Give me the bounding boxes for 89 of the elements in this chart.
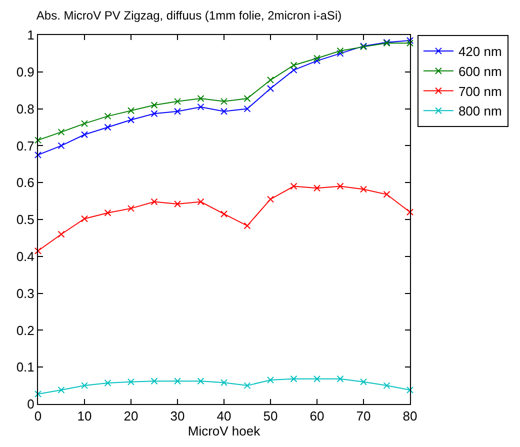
x-tick-label: 80 — [402, 408, 418, 424]
point — [290, 375, 298, 382]
point — [197, 94, 204, 102]
x-tick-label: 60 — [310, 408, 324, 424]
x-tick-label: 40 — [216, 408, 232, 424]
point — [314, 375, 320, 382]
point — [81, 120, 88, 128]
point — [128, 116, 134, 124]
y-tick-label: 0.4 — [16, 248, 34, 264]
point — [314, 184, 320, 192]
chart-title: Abs. MicroV PV Zigzag, diffuus (1mm folie, 2micron i-aSi) — [36, 8, 342, 23]
legend-label: 700 nm — [458, 84, 502, 99]
x-tick-label: 30 — [170, 408, 185, 424]
point — [220, 210, 228, 218]
legend-label: 800 nm — [458, 104, 502, 119]
point — [290, 182, 298, 190]
legend-label: 420 nm — [458, 44, 502, 60]
point — [150, 102, 158, 109]
x-tick-label: 70 — [356, 408, 371, 424]
y-tick-label: 0.7 — [16, 138, 34, 154]
point — [34, 151, 42, 158]
point — [128, 378, 134, 386]
point — [244, 94, 251, 102]
point — [220, 379, 228, 386]
point — [290, 62, 298, 69]
point — [104, 379, 112, 386]
point — [34, 390, 42, 398]
y-tick-label: 0.1 — [16, 360, 34, 375]
point — [267, 376, 274, 384]
point — [336, 375, 344, 382]
y-tick-label: 0.5 — [16, 212, 34, 228]
point — [220, 108, 228, 115]
point — [197, 198, 204, 206]
point — [360, 186, 367, 193]
point — [104, 209, 112, 216]
point — [197, 378, 204, 385]
y-tick-label: 0.2 — [16, 322, 34, 338]
point — [81, 131, 88, 138]
legend-label: 600 nm — [458, 64, 502, 79]
point — [336, 50, 344, 57]
point — [244, 222, 251, 230]
point — [174, 378, 181, 385]
point — [220, 98, 228, 105]
y-tick-label: 1 — [27, 28, 34, 43]
y-tick-label: 0.3 — [16, 286, 34, 301]
point — [81, 215, 88, 222]
point — [34, 136, 42, 144]
point — [406, 386, 414, 394]
point — [406, 40, 414, 47]
y-tick-label: 0.6 — [16, 175, 34, 190]
y-tick-label: 0.8 — [16, 101, 34, 116]
point — [150, 198, 158, 206]
point — [150, 110, 158, 118]
point — [58, 142, 65, 150]
point — [383, 382, 390, 390]
point — [244, 105, 251, 112]
point — [244, 382, 251, 390]
point — [383, 190, 390, 198]
point — [174, 98, 181, 105]
point — [267, 196, 274, 203]
y-tick-label: 0 — [27, 396, 34, 412]
point — [314, 54, 320, 62]
x-tick-label: 20 — [124, 408, 138, 424]
point — [34, 247, 42, 254]
point — [58, 386, 65, 394]
y-tick-label: 0.9 — [16, 64, 34, 80]
point — [336, 47, 344, 54]
x-axis-title: MicroV hoek — [188, 424, 261, 439]
point — [360, 378, 367, 386]
point — [314, 57, 320, 64]
point — [290, 66, 298, 74]
point — [104, 124, 112, 131]
point — [174, 108, 181, 115]
x-tick-label: 10 — [77, 408, 92, 424]
point — [197, 103, 204, 110]
point — [81, 382, 88, 390]
point — [267, 85, 274, 92]
point — [406, 208, 414, 216]
point — [104, 112, 112, 120]
point — [406, 37, 414, 44]
point — [174, 200, 181, 208]
point — [336, 182, 344, 190]
point — [267, 76, 274, 84]
point — [128, 204, 134, 212]
point — [150, 378, 158, 385]
point — [58, 230, 65, 238]
point — [128, 107, 134, 114]
x-tick-label: 50 — [263, 408, 278, 424]
point — [58, 128, 65, 136]
